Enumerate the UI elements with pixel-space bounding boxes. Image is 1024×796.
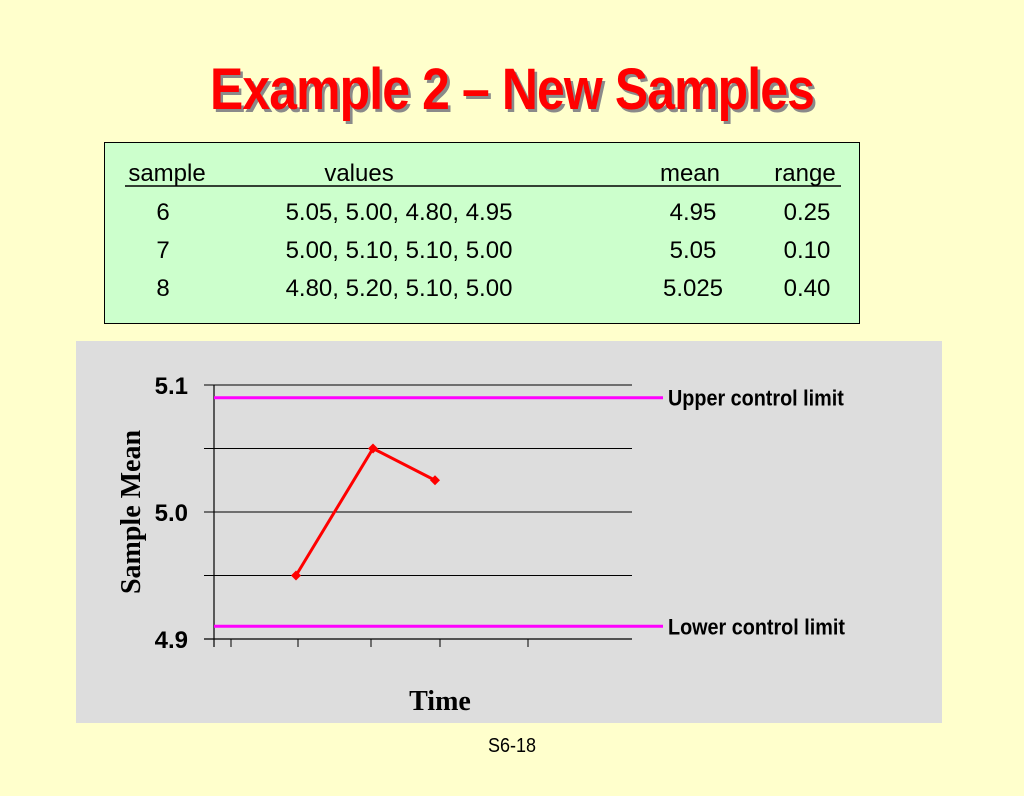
y-tick-label: 4.9 [155,627,188,654]
table-cell-mean: 5.025 [663,275,723,302]
table-cell-range: 0.40 [784,275,831,302]
table-header-sample: sample [128,160,205,187]
table-cell-sample: 8 [156,275,169,302]
table-cell-sample: 7 [156,237,169,264]
y-axis-label: Sample Mean [116,430,147,595]
data-point [430,475,440,486]
table-header-values: values [324,160,393,187]
table-cell-range: 0.25 [784,199,831,226]
sample-table: sample values mean range 6 5.05, 5.00, 4.80, … [104,142,860,324]
table-cell-values: 5.00, 5.10, 5.10, 5.00 [286,237,513,264]
control-limit-label: Upper control limit [668,387,844,411]
table-header-range: range [774,160,835,187]
control-limit-label: Lower control limit [668,615,845,639]
table-cell-mean: 4.95 [670,199,717,226]
data-point [368,443,378,454]
slide-title: Example 2 – New Samples [209,57,815,122]
slide-number: S6-18 [487,735,537,757]
y-tick-label: 5.1 [155,373,188,400]
table-header-mean: mean [660,160,720,187]
y-tick-label: 5.0 [155,500,188,527]
control-chart-svg: 5.1 5.0 4.9 Upper control limit Lower contro… [116,373,845,717]
table-cell-range: 0.10 [784,237,831,264]
table-cell-mean: 5.05 [670,237,717,264]
table-cell-values: 4.80, 5.20, 5.10, 5.00 [286,275,513,302]
table-cell-sample: 6 [156,199,169,226]
x-axis-label: Time [409,686,471,717]
control-chart: 5.1 5.0 4.9 Upper control limit Lower contro… [76,341,942,723]
table-cell-values: 5.05, 5.00, 4.80, 4.95 [286,199,513,226]
sample-table-svg: sample values mean range 6 5.05, 5.00, 4.80, … [125,160,841,302]
data-point [291,570,301,581]
